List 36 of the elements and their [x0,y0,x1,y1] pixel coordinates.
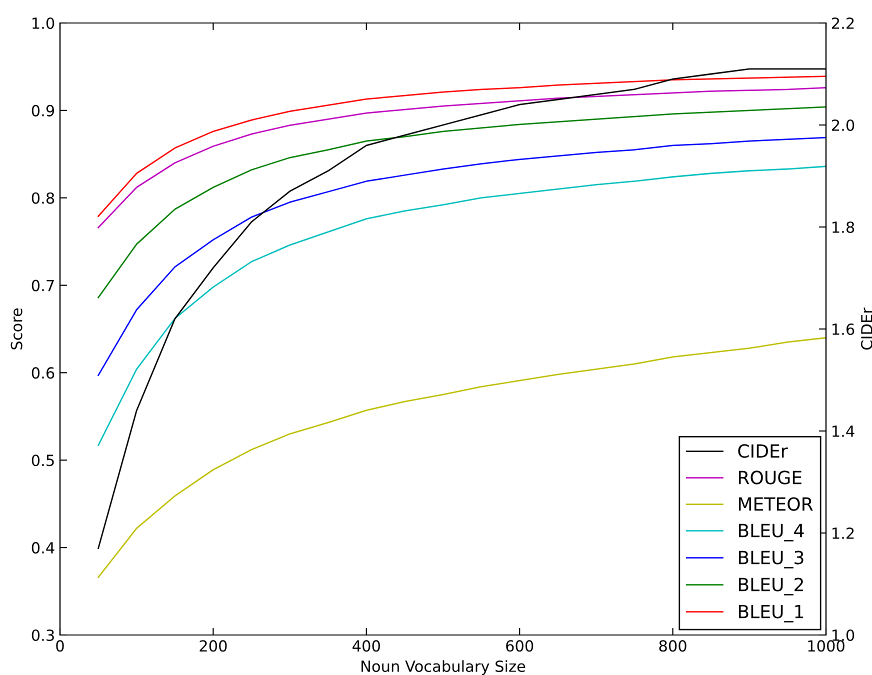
x-tick-label: 400 [352,640,380,652]
legend-label: ROUGE [738,470,802,484]
y-tick-label: 0.8 [32,192,54,204]
y-axis-title: Score [10,308,22,350]
y-tick-label: 1.0 [32,17,54,30]
line-series [98,87,826,228]
y-tick-label: 0.3 [32,629,54,642]
x-tick-label: 0 [56,640,64,652]
line-series [98,106,826,298]
y2-tick-label: 1.6 [832,323,854,336]
legend-label: BLEU_2 [738,578,803,596]
y-tick-label: 0.7 [32,280,54,292]
y-tick-label: 0.6 [32,367,54,379]
x-tick-label: 1000 [808,640,844,652]
y2-tick-label: 2.0 [832,119,854,132]
legend-label: METEOR [738,497,813,511]
line-series [98,76,826,217]
y2-tick-label: 2.2 [832,17,854,29]
x-tick-label: 600 [506,640,534,652]
legend-label: CIDEr [738,444,788,458]
y-tick-label: 0.9 [32,104,54,116]
y2-tick-label: 1.4 [832,426,854,437]
legend-label: BLEU_1 [738,604,804,622]
y2-tick-label: 1.8 [832,221,854,234]
y2-tick-label: 1.0 [832,629,854,642]
legend-label: BLEU_3 [738,550,804,568]
x-axis-title: Noun Vocabulary Size [362,660,526,675]
y2-tick-label: 1.2 [832,527,854,539]
y-tick-label: 0.4 [32,542,54,554]
y-tick-label: 0.5 [32,454,54,466]
x-tick-label: 800 [659,640,686,652]
line-series [98,337,826,578]
line-series [98,166,826,446]
legend-label: BLEU_4 [738,524,804,542]
line-series [98,136,826,376]
x-tick-label: 200 [200,640,227,652]
